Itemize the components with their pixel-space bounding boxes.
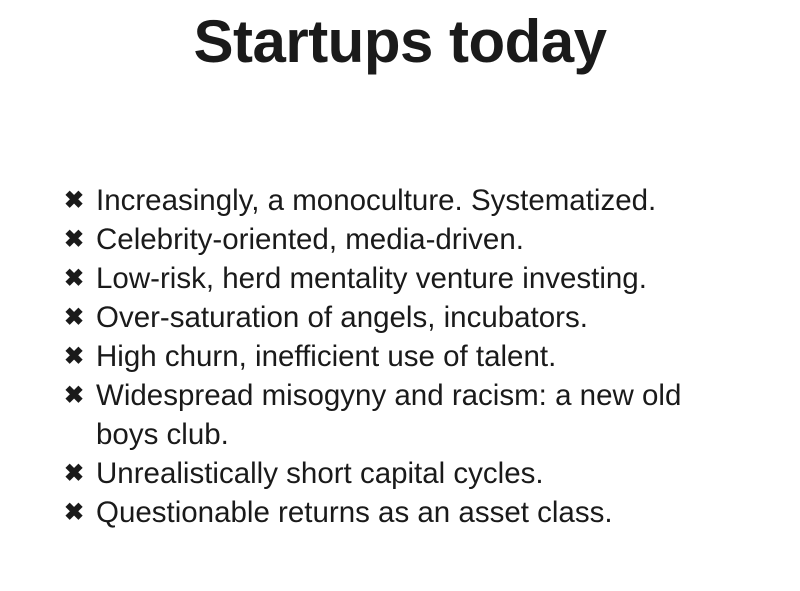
bullet-item: ✖ Increasingly, a monoculture. Systemati… — [64, 181, 764, 220]
x-mark-icon: ✖ — [64, 265, 85, 292]
bullet-text: Widespread misogyny and racism: a new ol… — [96, 379, 682, 451]
x-mark-icon: ✖ — [64, 304, 85, 331]
slide-title: Startups today — [193, 8, 607, 75]
bullet-text: Over-saturation of angels, incubators. — [96, 301, 588, 334]
bullet-item: ✖ High churn, inefficient use of talent. — [64, 337, 764, 376]
bullet-text: Celebrity-oriented, media-driven. — [96, 223, 524, 256]
bullet-item: ✖ Questionable returns as an asset class… — [64, 493, 764, 532]
bullet-item: ✖ Widespread misogyny and racism: a new … — [64, 376, 726, 454]
bullet-text: Increasingly, a monoculture. Systematize… — [96, 184, 657, 217]
x-mark-icon: ✖ — [64, 343, 85, 370]
bullet-text: Questionable returns as an asset class. — [96, 496, 613, 529]
x-mark-icon: ✖ — [64, 460, 85, 487]
bullet-text: Unrealistically short capital cycles. — [96, 457, 544, 490]
bullet-item: ✖ Over-saturation of angels, incubators. — [64, 298, 764, 337]
x-mark-icon: ✖ — [64, 187, 85, 214]
bullet-item: ✖ Unrealistically short capital cycles. — [64, 454, 764, 493]
bullet-text: High churn, inefficient use of talent. — [96, 340, 557, 373]
x-mark-icon: ✖ — [64, 226, 85, 253]
bullet-item: ✖ Low-risk, herd mentality venture inves… — [64, 259, 764, 298]
x-mark-icon: ✖ — [64, 382, 85, 409]
bullet-list: ✖ Increasingly, a monoculture. Systemati… — [64, 181, 764, 532]
bullet-text: Low-risk, herd mentality venture investi… — [96, 262, 647, 295]
bullet-item: ✖ Celebrity-oriented, media-driven. — [64, 220, 764, 259]
x-mark-icon: ✖ — [64, 499, 85, 526]
